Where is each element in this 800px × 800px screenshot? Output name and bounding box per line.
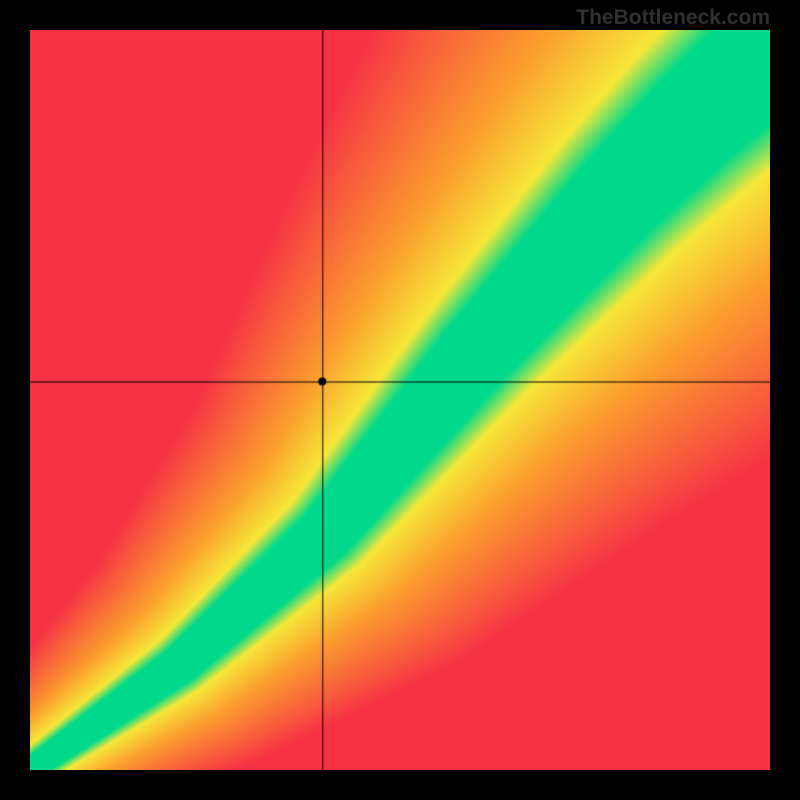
watermark-text: TheBottleneck.com	[576, 6, 770, 30]
bottleneck-heatmap	[30, 30, 770, 770]
crosshair-overlay	[30, 30, 770, 770]
